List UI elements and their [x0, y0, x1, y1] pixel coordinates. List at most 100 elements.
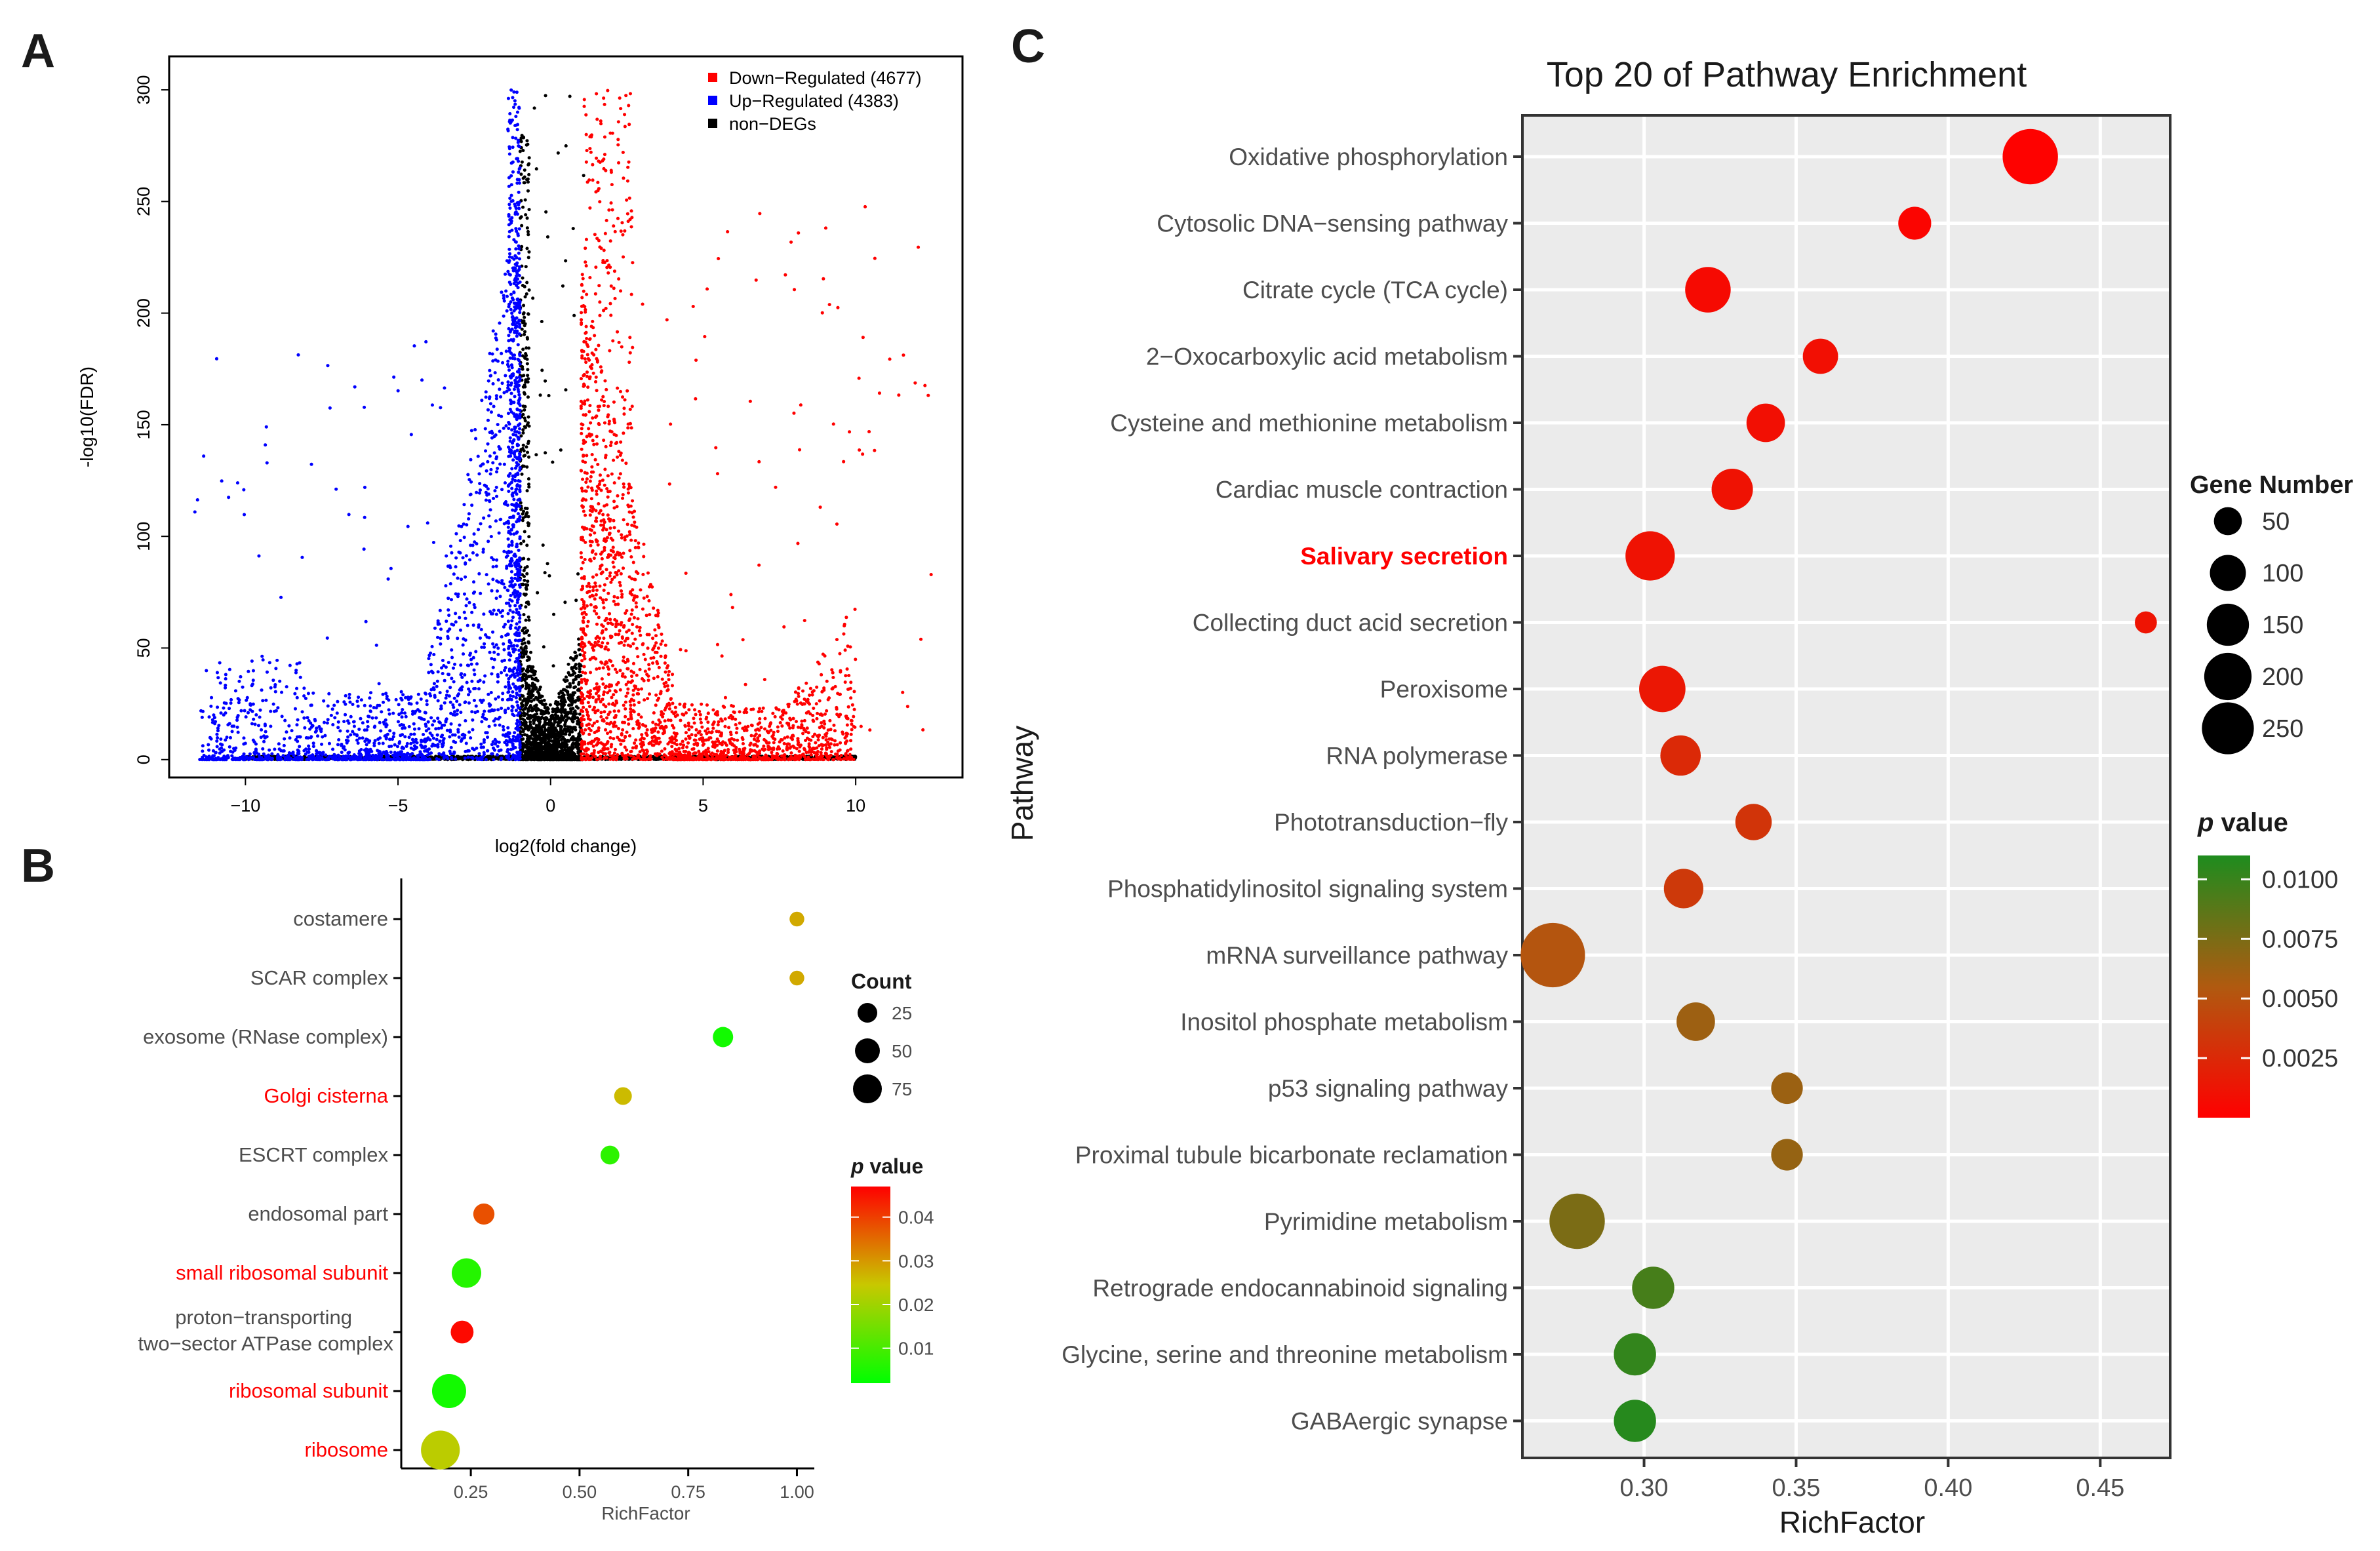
volcano-ytick-label: 50	[134, 638, 153, 658]
volcano-points	[193, 88, 933, 762]
volcano-ytick-label: 200	[134, 298, 153, 328]
pathway-enrichment-plot: 0.30 0.35 0.40 0.45 Oxidative phosphorylatio…	[1061, 114, 2172, 1502]
pathway-point	[1614, 1400, 1656, 1442]
pathway-size-legend: Gene Number 50 100 150 200 250	[2190, 471, 2353, 755]
pathway-colorbar-label: 0.0075	[2262, 926, 2338, 953]
volcano-ytick-label: 0	[134, 755, 153, 764]
pathway-label: Peroxisome	[1380, 676, 1508, 703]
pathway-colorbar-label: 0.0100	[2262, 866, 2338, 893]
pathway-point	[1632, 1266, 1675, 1309]
pathway-point	[1771, 1072, 1803, 1105]
panel-a-label: A	[21, 25, 55, 77]
pathway-point	[2135, 611, 2157, 634]
volcano-ytick-label: 250	[134, 187, 153, 216]
go-term-label: exosome (RNase complex)	[143, 1025, 388, 1048]
panel-c-label: C	[1011, 20, 1045, 73]
pathway-label: Inositol phosphate metabolism	[1180, 1009, 1508, 1036]
go-count-legend-dot	[857, 1002, 878, 1023]
pathway-xlabel: RichFactor	[1779, 1505, 1925, 1539]
go-term-label-line2: two−sector ATPase complex	[138, 1332, 393, 1355]
pathway-label: Cytosolic DNA−sensing pathway	[1157, 210, 1508, 237]
pathway-label: Cardiac muscle contraction	[1216, 477, 1508, 503]
volcano-xtick-label: 5	[698, 796, 708, 815]
pathway-label: 2−Oxocarboxylic acid metabolism	[1146, 344, 1508, 370]
pathway-label: Phototransduction−fly	[1274, 809, 1508, 836]
pathway-pvalue-legend-title: p value	[2197, 808, 2288, 837]
go-pvalue-colorbar	[851, 1187, 890, 1383]
legend-label-nondeg: non−DEGs	[729, 114, 816, 134]
volcano-ytick-label: 100	[134, 522, 153, 551]
pathway-label: Collecting duct acid secretion	[1193, 610, 1508, 637]
pathway-panel-background	[1522, 115, 2170, 1458]
pathway-label: mRNA surveillance pathway	[1206, 942, 1508, 969]
pathway-xtick-label: 0.30	[1620, 1474, 1669, 1502]
pathway-panel-border	[1521, 114, 2172, 1459]
go-count-legend-value: 50	[892, 1041, 912, 1061]
pathway-size-legend-dot	[2202, 702, 2254, 755]
pathway-point	[2002, 128, 2058, 185]
legend-label-down: Down−Regulated (4677)	[729, 68, 921, 88]
pathway-size-legend-dot	[2206, 603, 2250, 646]
pathway-size-legend-value: 250	[2262, 715, 2303, 743]
volcano-ylabel: -log10(FDR)	[77, 366, 97, 467]
go-term-label: ribosome	[305, 1438, 389, 1461]
go-enrichment-plot: 0.25 0.50 0.75 1.00 costamere SCAR complex exo…	[138, 878, 814, 1502]
pathway-size-legend-dot	[2204, 652, 2252, 701]
pathway-label: Proximal tubule bicarbonate reclamation	[1075, 1142, 1508, 1169]
pathway-size-legend-dot	[2213, 507, 2242, 536]
pathway-size-legend-dot	[2210, 555, 2246, 591]
pathway-point	[1676, 1002, 1715, 1041]
go-term-label-line1: proton−transporting	[175, 1306, 352, 1329]
pathway-label: RNA polymerase	[1326, 743, 1508, 770]
go-term-label: endosomal part	[248, 1202, 388, 1225]
go-term-label: SCAR complex	[250, 966, 389, 989]
pathway-point	[1711, 468, 1753, 511]
pathway-size-legend-value: 100	[2262, 560, 2303, 587]
go-term-label: Golgi cisterna	[264, 1084, 388, 1107]
pathway-point	[1746, 403, 1785, 442]
pathway-xtick-label: 0.35	[1772, 1474, 1820, 1502]
go-pvalue-legend-title: p value	[850, 1154, 923, 1178]
go-point	[450, 1320, 474, 1344]
volcano-legend: Down−Regulated (4677) Up−Regulated (4383…	[708, 68, 921, 134]
go-point	[614, 1087, 632, 1105]
go-point	[451, 1258, 481, 1288]
legend-label-up: Up−Regulated (4383)	[729, 91, 899, 111]
pathway-label: GABAergic synapse	[1291, 1408, 1508, 1435]
pathway-chart-title: Top 20 of Pathway Enrichment	[1547, 55, 2027, 94]
volcano-plot-frame	[168, 55, 964, 779]
go-colorbar-label: 0.03	[898, 1251, 934, 1271]
pathway-point	[1663, 869, 1703, 909]
go-point	[473, 1203, 495, 1225]
pathway-size-legend-value: 50	[2262, 508, 2290, 536]
pathway-point	[1520, 922, 1585, 988]
go-xtick-label: 1.00	[780, 1482, 814, 1502]
panel-b-label: B	[21, 840, 55, 892]
pathway-label: p53 signaling pathway	[1268, 1075, 1509, 1102]
pathway-point	[1639, 665, 1686, 713]
legend-swatch-down	[708, 73, 717, 82]
pathway-label: Citrate cycle (TCA cycle)	[1242, 277, 1508, 304]
go-term-label: costamere	[293, 907, 388, 930]
volcano-xlabel: log2(fold change)	[495, 836, 637, 856]
pathway-ylabel: Pathway	[1005, 726, 1039, 841]
go-xtick-label: 0.25	[454, 1482, 488, 1502]
pathway-point	[1735, 804, 1772, 840]
pathway-xtick-label: 0.40	[1924, 1474, 1972, 1502]
pathway-xtick-label: 0.45	[2076, 1474, 2124, 1502]
go-point	[600, 1145, 620, 1165]
pathway-label: Oxidative phosphorylation	[1229, 144, 1508, 170]
pathway-label: Salivary secretion	[1300, 543, 1508, 570]
pathway-label: Phosphatidylinositol signaling system	[1107, 876, 1508, 903]
pathway-label: Cysteine and methionine metabolism	[1110, 410, 1508, 437]
pathway-point	[1549, 1193, 1605, 1249]
go-point	[789, 911, 804, 927]
go-count-legend-value: 25	[892, 1003, 912, 1023]
legend-swatch-up	[708, 96, 717, 105]
volcano-points-up	[193, 88, 522, 762]
legend-swatch-nondeg	[708, 119, 717, 128]
go-point	[713, 1027, 734, 1048]
go-term-label: ESCRT complex	[239, 1143, 388, 1166]
